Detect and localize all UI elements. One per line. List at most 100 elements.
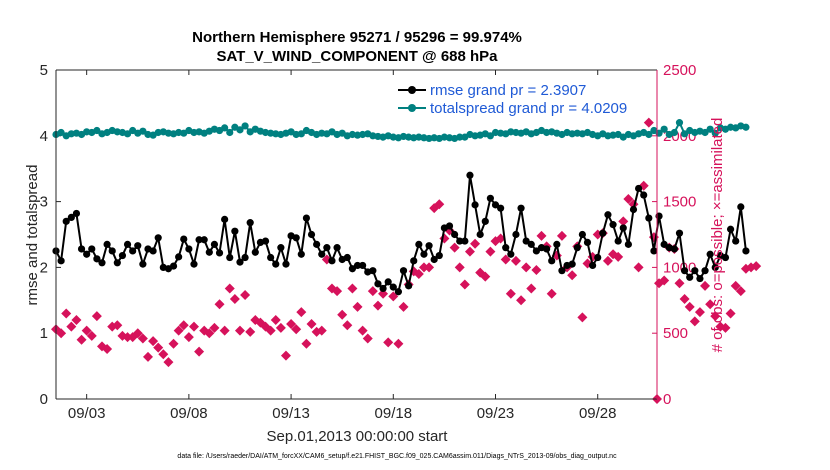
obs-assimilated-point xyxy=(367,286,378,297)
rmse-point xyxy=(430,255,438,264)
rmse-point xyxy=(282,260,290,268)
rmse-point xyxy=(543,245,551,253)
obs-assimilated-point xyxy=(413,268,424,279)
rmse-point xyxy=(629,205,638,214)
obs-assimilated-point xyxy=(291,324,302,335)
totalspread-point xyxy=(226,128,234,137)
y-tick-label: 2 xyxy=(40,259,48,276)
totalspread-point xyxy=(236,126,244,134)
rmse-point xyxy=(353,261,362,270)
rmse-point xyxy=(318,250,326,258)
x-tick-label: 09/13 xyxy=(272,405,310,422)
totalspread-point xyxy=(742,123,750,131)
rmse-point xyxy=(328,257,336,265)
obs-assimilated-point xyxy=(265,325,276,336)
obs-assimilated-point xyxy=(689,316,700,327)
y-tick-label: 1 xyxy=(40,325,48,342)
totalspread-point xyxy=(93,126,101,135)
x-tick-label: 09/03 xyxy=(68,405,106,422)
obs-assimilated-point xyxy=(516,295,527,306)
rmse-point xyxy=(221,215,229,223)
obs-assimilated-point xyxy=(280,350,291,361)
totalspread-point xyxy=(680,130,689,138)
rmse-point xyxy=(410,257,418,265)
rmse-point xyxy=(57,257,65,265)
rmse-point xyxy=(62,217,70,225)
rmse-point xyxy=(425,242,433,250)
rmse-point xyxy=(624,240,632,248)
rmse-point xyxy=(77,245,86,253)
legend-rmse-label: rmse grand pr = 2.3907 xyxy=(430,82,586,99)
rmse-point xyxy=(686,273,694,281)
obs-assimilated-point xyxy=(332,286,343,297)
rmse-point xyxy=(118,251,127,260)
rmse-point xyxy=(589,261,597,270)
obs-assimilated-point xyxy=(464,246,475,257)
obs-assimilated-point xyxy=(679,293,690,304)
rmse-point xyxy=(420,250,428,258)
totalspread-point xyxy=(221,124,229,132)
rmse-point xyxy=(512,230,520,239)
obs-assimilated-point xyxy=(454,262,465,273)
obs-assimilated-point xyxy=(91,311,102,322)
y2-tick-label: 1500 xyxy=(663,194,696,211)
rmse-point xyxy=(67,213,75,221)
rmse-point xyxy=(231,227,239,235)
rmse-point xyxy=(246,219,254,227)
obs-assimilated-point xyxy=(480,271,491,282)
rmse-point xyxy=(88,245,96,253)
rmse-point xyxy=(169,262,178,270)
totalspread-series xyxy=(52,119,750,143)
obs-assimilated-point xyxy=(674,278,685,289)
rmse-point xyxy=(394,288,403,296)
totalspread-point xyxy=(241,122,249,130)
rmse-point xyxy=(604,211,612,219)
obs-assimilated-point xyxy=(684,301,695,312)
rmse-point xyxy=(415,240,423,248)
obs-assimilated-point xyxy=(362,333,373,344)
obs-assimilated-point xyxy=(153,342,164,353)
rmse-point xyxy=(507,250,515,258)
rmse-point xyxy=(548,257,556,265)
rmse-point xyxy=(706,250,714,258)
rmse-point xyxy=(635,184,643,193)
obs-assimilated-point xyxy=(301,338,312,349)
rmse-point xyxy=(726,225,735,233)
obs-assimilated-point xyxy=(556,230,567,241)
rmse-point xyxy=(384,278,392,286)
legend-box xyxy=(393,81,648,119)
rmse-point xyxy=(680,267,689,275)
obs-assimilated-point xyxy=(286,318,297,329)
rmse-point xyxy=(578,230,586,239)
obs-assimilated-point xyxy=(510,255,521,266)
chart-title: Northern Hemisphere 95271 / 95296 = 99.9… xyxy=(192,29,522,46)
y-tick-label: 5 xyxy=(40,62,48,79)
rmse-point xyxy=(215,249,224,257)
rmse-point xyxy=(323,244,331,252)
rmse-point xyxy=(502,244,510,252)
legend-spread-marker xyxy=(408,104,416,112)
rmse-point xyxy=(456,237,464,245)
obs-assimilated-point xyxy=(142,351,153,362)
rmse-point xyxy=(93,255,101,263)
rmse-point xyxy=(103,240,111,248)
rmse-point xyxy=(113,259,121,267)
rmse-point xyxy=(558,267,566,275)
obs-assimilated-point xyxy=(86,330,97,341)
obs-assimilated-point xyxy=(536,230,547,241)
x-tick-label: 09/18 xyxy=(375,405,413,422)
rmse-point xyxy=(701,267,709,275)
obs-assimilated-point xyxy=(577,312,588,323)
rmse-point xyxy=(594,253,602,262)
obs-assimilated-point xyxy=(204,328,215,339)
y-axis-label: rmse and totalspread xyxy=(24,165,41,306)
obs-assimilated-point xyxy=(337,309,348,320)
y2-axis-label: # of obs: o=possible; ×=assimilated xyxy=(709,118,726,353)
rmse-point xyxy=(435,251,443,260)
rmse-point xyxy=(139,260,147,268)
obs-assimilated-point xyxy=(700,280,711,291)
axes-frame xyxy=(55,69,658,400)
rmse-point xyxy=(348,265,357,273)
rmse-point xyxy=(241,253,249,262)
